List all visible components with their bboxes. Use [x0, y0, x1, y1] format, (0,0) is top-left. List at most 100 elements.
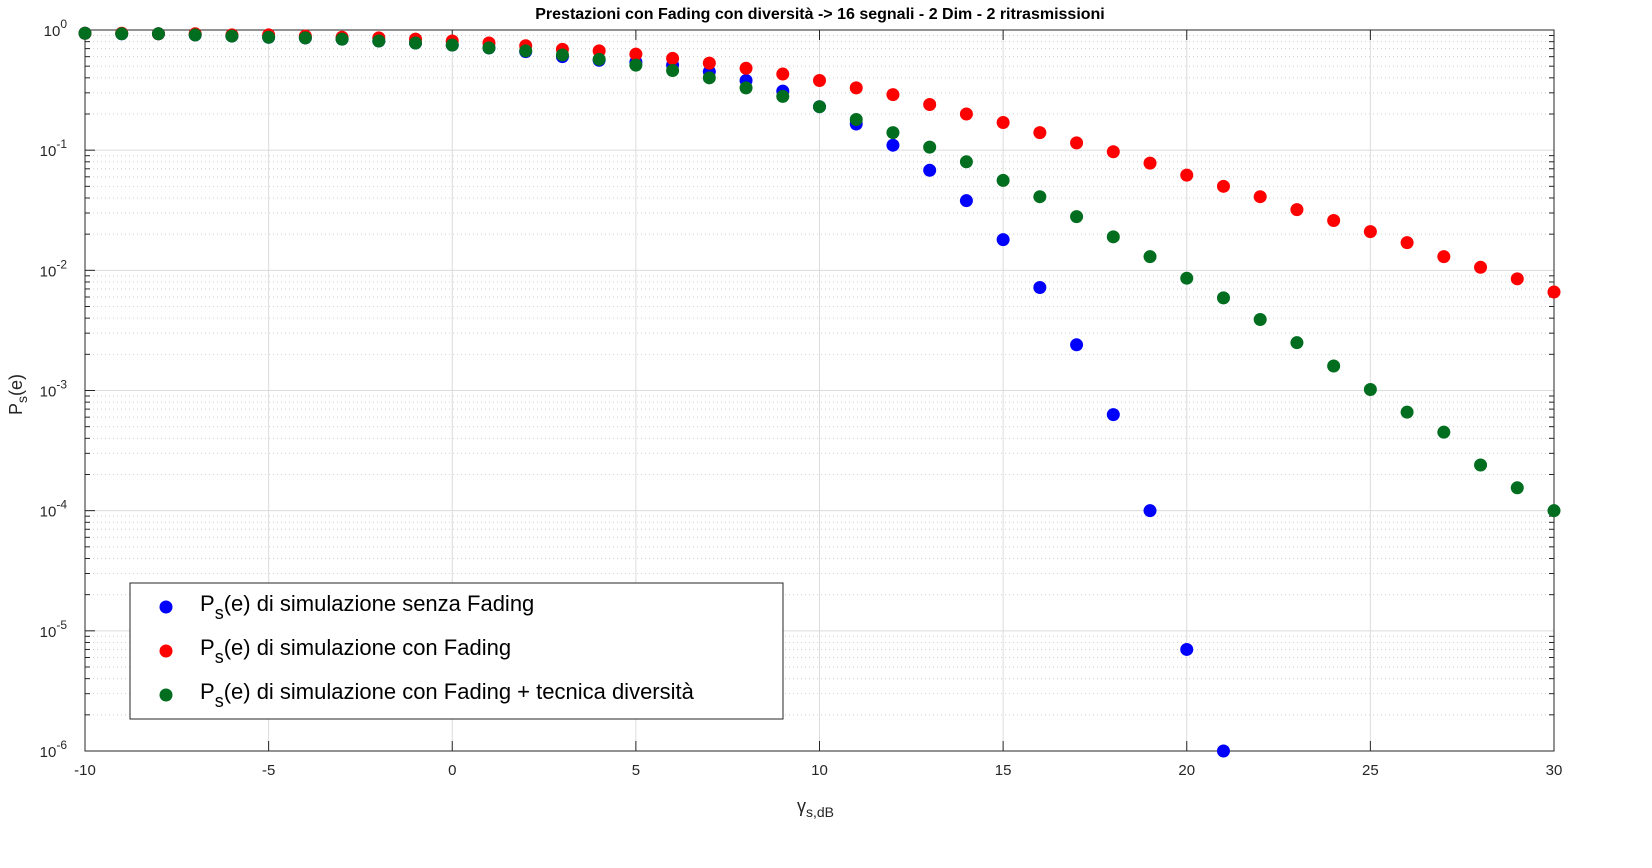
- data-point-series-0: [1106, 408, 1120, 422]
- data-point-series-2: [1437, 425, 1451, 439]
- y-tick-label: 10-6: [40, 738, 68, 761]
- data-point-series-1: [1327, 213, 1341, 227]
- data-point-series-0: [959, 194, 973, 208]
- data-point-series-2: [555, 48, 569, 62]
- x-tick-label: 15: [995, 762, 1012, 779]
- legend-marker: [159, 644, 173, 658]
- data-point-series-2: [1327, 359, 1341, 373]
- data-point-series-2: [996, 173, 1010, 187]
- data-point-series-2: [1253, 312, 1267, 326]
- data-point-series-1: [1070, 136, 1084, 150]
- x-tick-label: 10: [811, 762, 828, 779]
- legend-marker: [159, 688, 173, 702]
- data-point-series-1: [702, 56, 716, 70]
- data-point-series-1: [1400, 236, 1414, 250]
- x-tick-label: -5: [262, 762, 275, 779]
- data-point-series-1: [849, 81, 863, 95]
- y-tick-label: 10-3: [40, 378, 68, 401]
- data-point-series-2: [849, 112, 863, 126]
- x-tick-label: -10: [74, 762, 96, 779]
- data-point-series-2: [886, 126, 900, 140]
- y-tick-label: 100: [44, 17, 68, 40]
- data-point-series-1: [813, 73, 826, 87]
- data-point-series-1: [1437, 250, 1451, 264]
- x-axis-label: γs,dB: [797, 796, 834, 820]
- data-point-series-2: [592, 52, 606, 66]
- data-point-series-2: [1363, 382, 1377, 396]
- data-point-series-2: [78, 26, 92, 40]
- data-point-series-1: [959, 107, 973, 121]
- data-point-series-2: [445, 38, 459, 52]
- data-point-series-2: [188, 28, 202, 42]
- data-point-series-2: [1106, 230, 1120, 244]
- data-point-series-1: [1180, 168, 1194, 182]
- data-point-series-2: [225, 29, 239, 43]
- data-point-series-0: [886, 138, 900, 152]
- chart-title: Prestazioni con Fading con diversità -> …: [535, 6, 1105, 23]
- x-tick-label: 30: [1546, 762, 1563, 779]
- axes: 100 10-1 10-2 10-3 10-4 10-5 10-6 -10 -5 0 5 10 15 20…: [40, 17, 1563, 779]
- data-point-series-2: [702, 71, 716, 85]
- data-point-series-2: [1180, 271, 1194, 285]
- data-point-series-2: [298, 31, 312, 45]
- data-point-series-0: [1216, 744, 1230, 758]
- data-point-series-1: [1290, 203, 1304, 217]
- x-tick-label: 20: [1178, 762, 1195, 779]
- data-point-series-2: [1290, 336, 1304, 350]
- data-point-series-2: [115, 27, 129, 41]
- data-point-series-2: [262, 30, 276, 44]
- data-point-series-1: [886, 88, 900, 102]
- data-point-series-1: [776, 67, 790, 81]
- data-point-series-2: [923, 140, 937, 154]
- data-point-series-2: [1547, 504, 1561, 518]
- data-point-series-2: [482, 41, 496, 55]
- data-point-series-1: [739, 61, 753, 75]
- data-point-series-2: [813, 100, 826, 114]
- data-point-series-1: [923, 97, 937, 111]
- data-point-series-1: [1253, 190, 1267, 204]
- data-point-series-1: [1216, 179, 1230, 193]
- y-axis-label: Ps(e): [6, 374, 30, 415]
- data-point-series-2: [776, 89, 790, 103]
- data-point-series-0: [923, 163, 937, 177]
- legend-entry: Ps(e) di simulazione senza Fading: [200, 591, 534, 623]
- y-tick-label: 10-2: [40, 257, 68, 280]
- data-point-series-2: [519, 44, 533, 58]
- plot-frame: [84, 29, 1555, 752]
- data-point-series-2: [1070, 210, 1084, 224]
- data-point-series-1: [666, 51, 680, 65]
- data-point-series-2: [372, 34, 386, 48]
- data-point-series-2: [1474, 458, 1488, 472]
- data-point-series-2: [1143, 250, 1157, 264]
- data-point-series-2: [1216, 291, 1230, 305]
- x-tick-label: 25: [1362, 762, 1379, 779]
- data-point-series-1: [996, 115, 1010, 129]
- data-point-series-2: [151, 27, 165, 41]
- data-point-series-1: [1547, 285, 1561, 299]
- data-point-series-2: [409, 36, 423, 50]
- data-point-series-1: [1143, 156, 1157, 170]
- data-point-series-0: [996, 233, 1010, 247]
- data-point-series-1: [629, 47, 643, 61]
- data-point-series-0: [1143, 504, 1157, 518]
- data-points: [78, 26, 1561, 758]
- data-point-series-2: [335, 32, 349, 46]
- data-point-series-2: [1510, 481, 1524, 495]
- data-point-series-2: [1400, 405, 1414, 419]
- legend-entry: Ps(e) di simulazione con Fading: [200, 635, 511, 667]
- y-tick-label: 10-5: [40, 618, 68, 641]
- legend-entry: Ps(e) di simulazione con Fading + tecnic…: [200, 679, 695, 711]
- data-point-series-1: [1510, 272, 1524, 286]
- data-point-series-0: [1180, 642, 1194, 656]
- data-point-series-0: [1033, 280, 1047, 294]
- data-point-series-2: [666, 64, 680, 78]
- legend-marker: [159, 600, 173, 614]
- data-point-series-1: [1106, 145, 1120, 159]
- data-point-series-0: [1070, 338, 1084, 352]
- data-point-series-2: [629, 58, 643, 72]
- data-point-series-1: [1033, 126, 1047, 140]
- data-point-series-2: [959, 155, 973, 169]
- data-point-series-1: [1363, 225, 1377, 239]
- legend: Ps(e) di simulazione senza Fading Ps(e) d…: [129, 582, 784, 720]
